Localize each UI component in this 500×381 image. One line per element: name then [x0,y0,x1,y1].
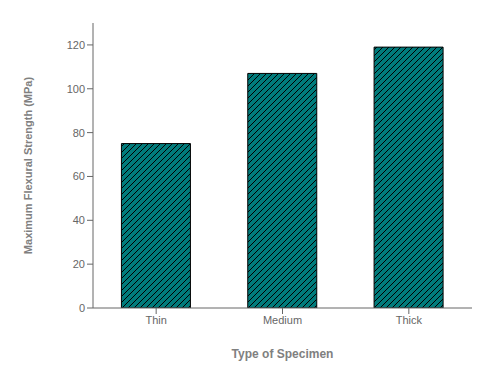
svg-text:120: 120 [67,39,85,51]
svg-text:100: 100 [67,83,85,95]
svg-text:Maximum Flexural Strength (MPa: Maximum Flexural Strength (MPa) [22,77,34,255]
svg-text:Medium: Medium [263,314,302,326]
svg-text:Thick: Thick [396,314,423,326]
svg-text:40: 40 [73,214,85,226]
svg-text:0: 0 [79,302,85,314]
svg-text:80: 80 [73,127,85,139]
svg-text:Thin: Thin [145,314,166,326]
svg-text:Type of Specimen: Type of Specimen [232,347,334,361]
svg-text:20: 20 [73,258,85,270]
svg-text:60: 60 [73,170,85,182]
